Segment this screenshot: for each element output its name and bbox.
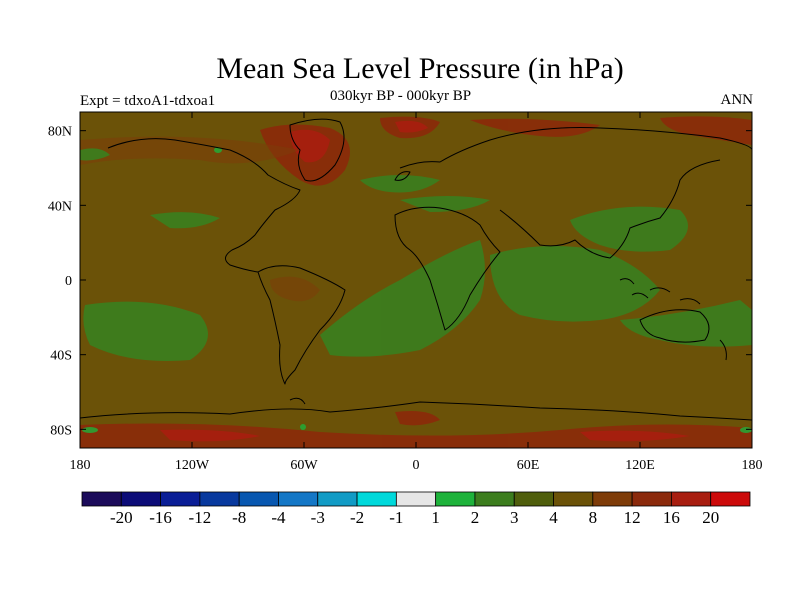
colorbar-label: -1 <box>389 508 403 527</box>
colorbar-swatch <box>317 491 358 507</box>
chart-title: Mean Sea Level Pressure (in hPa) <box>216 52 624 85</box>
colorbar-label: 3 <box>510 508 519 527</box>
high-pressure-core <box>160 120 690 442</box>
colorbar-label: 12 <box>624 508 641 527</box>
lon-tick-label: 180 <box>742 458 763 473</box>
lon-tick-label: 180 <box>70 458 91 473</box>
lat-tick-label: 80N <box>48 125 72 140</box>
colorbar-swatch <box>592 491 633 507</box>
experiment-label: Expt = tdxoA1-tdxoa1 <box>80 93 216 109</box>
colorbar-labels: -20 -16 -12 -8 -4 -3 -2 -1 1 2 3 4 8 12 16 20 <box>110 508 719 527</box>
colorbar-label: -20 <box>110 508 133 527</box>
colorbar-swatch <box>631 491 672 507</box>
colorbar-label: -16 <box>149 508 172 527</box>
lat-tick-label: 80S <box>50 423 72 438</box>
colorbar-swatch <box>278 491 319 507</box>
lat-tick-label: 40S <box>50 349 72 364</box>
colorbar-label: -4 <box>271 508 286 527</box>
lat-tick-label: 40N <box>48 199 72 214</box>
colorbar-swatch <box>553 491 594 507</box>
colorbar-label: -8 <box>232 508 246 527</box>
colorbar-label: -2 <box>350 508 364 527</box>
colorbar-swatch <box>356 491 397 507</box>
lon-tick-label: 60E <box>517 458 540 473</box>
colorbar-swatch <box>474 491 515 507</box>
low-pressure-regions <box>80 148 752 361</box>
lon-tick-label: 120E <box>625 458 655 473</box>
colorbar-label: 2 <box>471 508 480 527</box>
lat-tick-label: 0 <box>65 274 72 289</box>
colorbar-label: 4 <box>549 508 558 527</box>
colorbar-label: -3 <box>311 508 325 527</box>
lat-axis: 80N 40N 0 40S 80S <box>48 125 752 438</box>
colorbar-swatch <box>395 491 437 507</box>
colorbar-swatch <box>513 491 554 507</box>
colorbar-swatch <box>671 491 712 507</box>
colorbar-swatch <box>160 491 201 507</box>
colorbar-swatch <box>199 491 240 507</box>
colorbar-label: 20 <box>702 508 719 527</box>
lon-tick-label: 60W <box>290 458 318 473</box>
lon-axis: 180 120W 60W 0 60E 120E 180 <box>70 112 763 473</box>
colorbar-label: 16 <box>663 508 680 527</box>
season-label: ANN <box>720 92 754 108</box>
time-range-subtitle: 030kyr BP - 000kyr BP <box>330 88 472 104</box>
colorbar-swatch <box>120 491 161 507</box>
colorbar-swatch <box>435 491 476 507</box>
low-pressure-core <box>82 147 752 433</box>
lon-tick-label: 0 <box>413 458 420 473</box>
colorbar-swatch <box>238 491 279 507</box>
mid-pressure-band <box>80 136 320 302</box>
colorbar-label: 1 <box>431 508 440 527</box>
colorbar-label: 8 <box>589 508 598 527</box>
colorbar-swatch <box>81 491 122 507</box>
colorbar-label: -12 <box>189 508 212 527</box>
colorbar-swatch <box>710 491 751 507</box>
coastlines <box>80 118 752 421</box>
colorbar <box>81 491 751 507</box>
lon-tick-label: 120W <box>175 458 210 473</box>
